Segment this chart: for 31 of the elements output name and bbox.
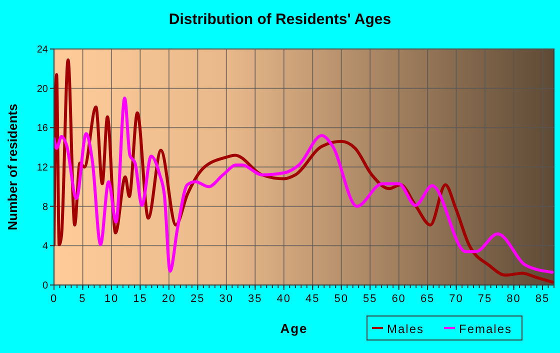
y-axis-title: Number of residents [5,104,20,230]
x-tick-label: 35 [248,293,262,305]
x-tick-label: 75 [478,293,492,305]
y-tick-label: 4 [42,241,48,252]
y-tick-label: 12 [36,162,48,174]
y-tick-label: 8 [42,202,48,213]
x-tick-label: 20 [162,293,176,305]
x-tick-label: 30 [219,293,234,305]
x-axis-title: Age [280,321,308,336]
x-tick-label: 50 [334,293,348,305]
legend-label: Males [387,322,424,336]
x-tick-label: 85 [535,293,550,305]
y-tick-label: 16 [36,123,48,134]
x-tick-label: 0 [50,293,58,305]
line-series [54,96,554,274]
y-tick-label: 20 [36,84,48,95]
x-tick-label: 45 [305,293,320,305]
x-tick-label: 65 [420,293,435,305]
x-tick-label: 55 [362,293,378,305]
x-tick-label: 60 [392,293,406,305]
y-tick-label: 24 [36,44,48,56]
x-tick-label: 40 [276,293,292,305]
x-tick-label: 10 [104,293,119,305]
legend-label: Females [459,322,512,336]
x-tick-label: 15 [133,293,148,305]
x-tick-label: 80 [506,293,521,305]
chart-title: Distribution of Residents' Ages [168,11,392,28]
x-tick-label: 25 [190,293,205,305]
x-tick-label: 5 [79,293,86,305]
x-tick-label: 70 [449,293,464,305]
y-tick-label: 0 [42,280,48,292]
